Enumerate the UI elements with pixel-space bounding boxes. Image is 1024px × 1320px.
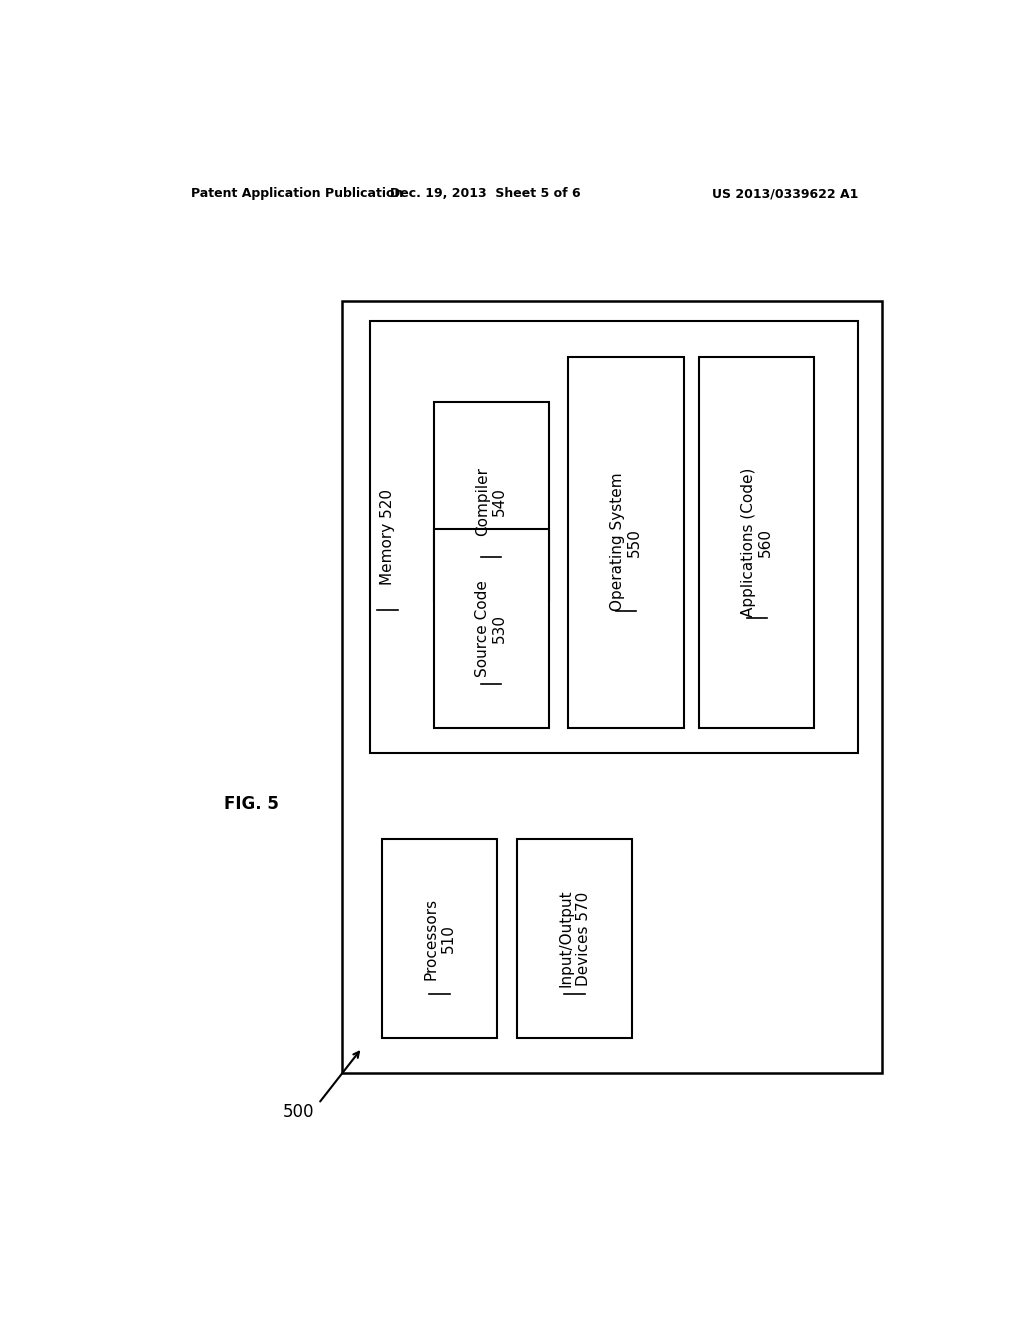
Text: Memory 520: Memory 520 xyxy=(380,488,395,585)
Text: Compiler
540: Compiler 540 xyxy=(475,467,507,536)
Bar xyxy=(433,529,549,727)
Bar xyxy=(433,403,549,601)
Text: FIG. 5: FIG. 5 xyxy=(223,795,279,813)
Bar xyxy=(568,356,684,727)
Bar xyxy=(699,356,814,727)
Text: Patent Application Publication: Patent Application Publication xyxy=(191,187,403,201)
Text: US 2013/0339622 A1: US 2013/0339622 A1 xyxy=(712,187,858,201)
Text: Applications (Code)
560: Applications (Code) 560 xyxy=(740,467,773,616)
Bar xyxy=(382,840,497,1038)
Text: Processors
510: Processors 510 xyxy=(423,898,456,979)
Text: Operating System
550: Operating System 550 xyxy=(609,473,642,611)
Text: Dec. 19, 2013  Sheet 5 of 6: Dec. 19, 2013 Sheet 5 of 6 xyxy=(390,187,581,201)
Text: Input/Output
Devices 570: Input/Output Devices 570 xyxy=(558,890,591,987)
Bar xyxy=(342,301,882,1073)
Text: 500: 500 xyxy=(283,1102,314,1121)
Bar xyxy=(517,840,632,1038)
Bar xyxy=(370,321,858,752)
Text: Source Code
530: Source Code 530 xyxy=(475,579,507,677)
